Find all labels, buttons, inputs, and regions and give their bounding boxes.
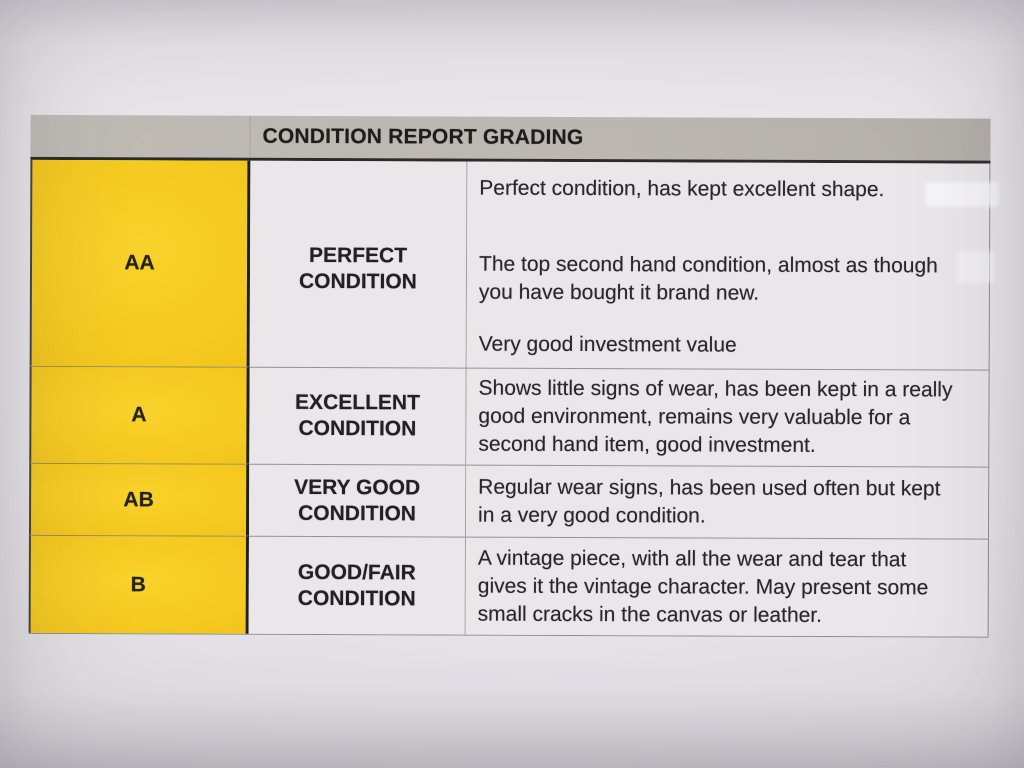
grade-code-b: B <box>28 534 249 634</box>
description-paragraph: The top second hand condition, almost as… <box>478 252 938 305</box>
grade-label-a: EXCELLENT CONDITION <box>295 390 420 441</box>
description-cell-b: A vintage piece, with all the wear and t… <box>465 536 989 637</box>
grade-label-cell-aa: PERFECT CONDITION <box>249 160 468 368</box>
grade-code-aa: AA <box>29 159 251 367</box>
grade-label-cell-b: GOOD/FAIR CONDITION <box>248 535 466 635</box>
table-row-a: A EXCELLENT CONDITION Shows little signs… <box>29 365 990 467</box>
description-cell-a: Shows little signs of wear, has been kep… <box>466 367 990 467</box>
table-title: CONDITION REPORT GRADING <box>262 124 584 150</box>
table-row-ab: AB VERY GOOD CONDITION Regular wear sign… <box>28 462 990 539</box>
grade-label-b: GOOD/FAIR CONDITION <box>297 560 416 610</box>
grade-label-cell-ab: VERY GOOD CONDITION <box>248 463 467 537</box>
description-cell-aa: Perfect condition, has kept excellent sh… <box>466 161 991 370</box>
grade-code-ab: AB <box>28 462 250 536</box>
table-header-row: CONDITION REPORT GRADING <box>30 114 991 164</box>
table-row-aa: AA PERFECT CONDITION Perfect condition, … <box>29 159 991 370</box>
condition-grading-table: CONDITION REPORT GRADING AA PERFECT COND… <box>28 114 991 638</box>
header-corner-cell <box>30 114 251 158</box>
description-paragraph: Very good investment value <box>478 332 737 357</box>
description-paragraph: Regular wear signs, has been used often … <box>478 475 941 528</box>
grade-label-aa: PERFECT CONDITION <box>298 243 417 294</box>
description-cell-ab: Regular wear signs, has been used often … <box>465 464 990 539</box>
table-row-b: B GOOD/FAIR CONDITION A vintage piece, w… <box>28 534 989 638</box>
grade-code-a: A <box>29 365 250 464</box>
description-paragraph: A vintage piece, with all the wear and t… <box>477 546 929 627</box>
description-paragraph: Shows little signs of wear, has been kep… <box>478 376 953 457</box>
grade-label-ab: VERY GOOD CONDITION <box>294 475 421 525</box>
grade-label-cell-a: EXCELLENT CONDITION <box>249 366 467 465</box>
description-paragraph: Perfect condition, has kept excellent sh… <box>479 176 885 202</box>
